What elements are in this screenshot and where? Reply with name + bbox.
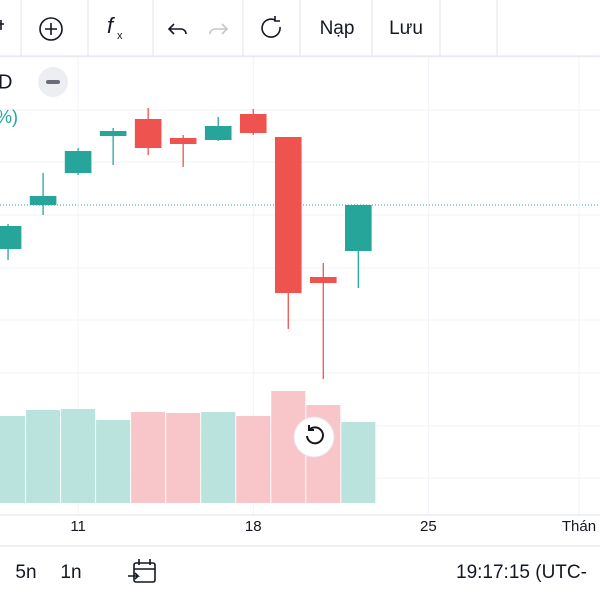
range-5d[interactable]: 5n bbox=[15, 562, 36, 583]
plot: 11 18 25 Thán bbox=[0, 55, 600, 535]
volume-bar bbox=[61, 409, 96, 503]
x-tick-label: 25 bbox=[420, 518, 437, 535]
reset-circle[interactable] bbox=[293, 416, 335, 458]
fx-icon[interactable]: f bbox=[107, 13, 116, 38]
icons bbox=[0, 16, 281, 41]
candle-body bbox=[274, 137, 302, 293]
range-1m[interactable]: 1n bbox=[60, 562, 81, 583]
legend-change: %) bbox=[0, 107, 18, 127]
candle-body bbox=[204, 126, 232, 140]
volume-bar bbox=[341, 422, 376, 503]
volume-bar bbox=[236, 416, 271, 503]
candle-body bbox=[134, 119, 162, 148]
load-button[interactable]: Nạp bbox=[320, 18, 355, 39]
x-tick-label: 18 bbox=[245, 518, 262, 535]
candle-body bbox=[345, 205, 372, 251]
legend-symbol: D bbox=[0, 71, 12, 93]
candle-body bbox=[309, 277, 337, 283]
x-tick-label: 11 bbox=[70, 518, 86, 535]
reset-button[interactable] bbox=[293, 416, 335, 458]
separators bbox=[20, 0, 498, 56]
volume-bar bbox=[201, 412, 236, 503]
toolbar: f x Nạp Lưu bbox=[0, 0, 600, 57]
clock: 19:17:15 (UTC- bbox=[456, 562, 587, 583]
volume-bar bbox=[96, 420, 131, 503]
volume-bar bbox=[166, 413, 201, 503]
candle-body bbox=[0, 226, 22, 249]
candle-body bbox=[29, 196, 57, 205]
collapse-icon bbox=[46, 80, 60, 84]
candle-body bbox=[99, 131, 127, 136]
undo-icon[interactable] bbox=[167, 23, 187, 35]
reset-icon bbox=[306, 425, 324, 445]
redo-icon[interactable] bbox=[209, 23, 229, 35]
indicator-add-icon[interactable] bbox=[39, 17, 63, 41]
fx-icon-x[interactable]: x bbox=[117, 30, 123, 42]
candle-body bbox=[239, 114, 267, 133]
x-tick-label: Thán bbox=[562, 518, 596, 535]
volume-bar bbox=[0, 416, 26, 503]
refresh-icon[interactable] bbox=[261, 16, 281, 38]
save-button[interactable]: Lưu bbox=[389, 18, 423, 39]
chart-type-icon[interactable] bbox=[0, 20, 4, 30]
candle-body bbox=[64, 151, 92, 173]
candle-body bbox=[169, 138, 197, 144]
volume-bar bbox=[131, 412, 166, 503]
date-range-icon[interactable] bbox=[128, 559, 156, 583]
volume-bar bbox=[26, 410, 61, 503]
